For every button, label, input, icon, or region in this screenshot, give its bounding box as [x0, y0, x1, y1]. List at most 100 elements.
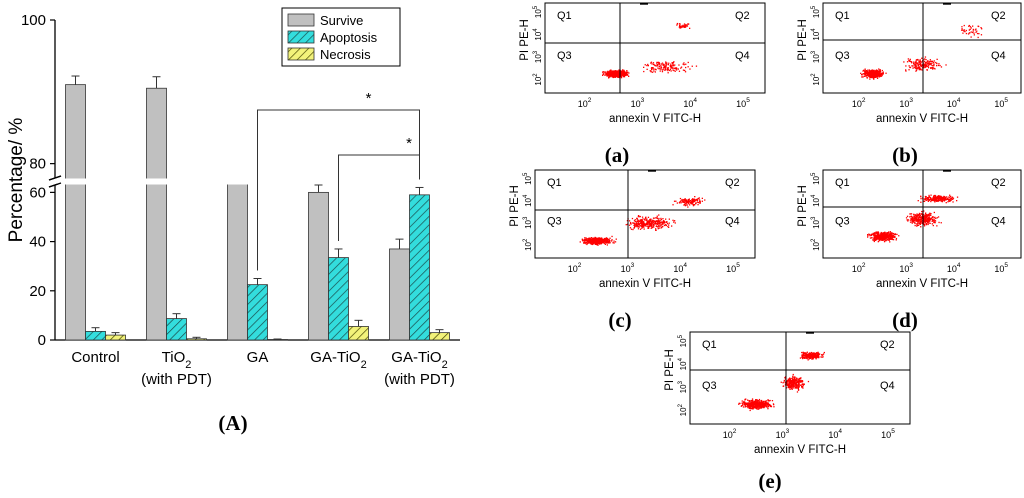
scatter-point	[790, 381, 792, 383]
scatter-point	[597, 242, 599, 244]
scatter-point	[903, 61, 905, 63]
scatter-point	[961, 28, 963, 30]
scatter-point	[797, 381, 799, 383]
scatter-point	[812, 356, 814, 358]
scatter-point	[675, 200, 677, 202]
scatter-point	[793, 385, 795, 387]
scatter-point	[932, 68, 934, 70]
scatter-point	[613, 240, 615, 242]
scatter-point	[615, 74, 617, 77]
scatter-point	[652, 223, 654, 225]
scatter-point	[938, 63, 940, 65]
x-tick-exponent: 4	[693, 97, 697, 104]
scatter-point	[744, 405, 747, 407]
scatter-point	[656, 223, 659, 225]
scatter-point	[798, 377, 801, 380]
quadrant-label-q2: Q2	[880, 339, 895, 351]
y-tick-label: 104	[678, 357, 688, 370]
scatter-point	[651, 227, 653, 229]
scatter-point	[623, 75, 625, 77]
scatter-point	[872, 72, 874, 74]
scatter-point	[686, 204, 688, 206]
scatter-point	[916, 220, 918, 222]
scatter-point	[877, 231, 879, 233]
scatter-point	[925, 65, 927, 67]
scatter-point	[947, 198, 949, 200]
scatter-point	[609, 240, 611, 242]
y-tick-label: 60	[29, 184, 46, 201]
scatter-point	[809, 355, 812, 357]
scatter-point	[873, 78, 875, 80]
scatter-point	[665, 65, 667, 67]
scatter-point	[679, 25, 681, 27]
scatter-point	[606, 241, 608, 243]
scatter-point	[605, 71, 607, 73]
scatter-point	[743, 400, 745, 403]
scatter-point	[646, 223, 648, 225]
scatter-point	[663, 222, 666, 224]
scatter-point	[978, 33, 980, 35]
scatter-point	[757, 406, 760, 408]
scatter-point	[784, 377, 786, 379]
scatter-point	[758, 407, 760, 410]
scatter-point	[661, 223, 663, 225]
scatter-point	[881, 74, 883, 76]
scatter-point	[877, 241, 879, 243]
scatter-point	[945, 197, 947, 199]
scatter-point	[923, 223, 925, 226]
scatter-point	[642, 223, 644, 225]
scatter-point	[751, 406, 753, 409]
scatter-point	[617, 73, 619, 75]
scatter-point	[914, 67, 916, 69]
scatter-point	[666, 67, 668, 70]
scatter-point	[909, 213, 911, 215]
scatter-point	[952, 198, 954, 200]
scatter-point	[672, 219, 674, 221]
scatter-point	[865, 72, 867, 74]
scatter-point	[607, 73, 609, 75]
scatter-point	[874, 71, 876, 73]
scatter-point	[594, 241, 596, 244]
scatter-point	[882, 232, 884, 234]
scatter-point	[622, 71, 624, 73]
scatter-point	[643, 66, 645, 68]
scatter-point	[948, 199, 950, 201]
scatter-point	[673, 61, 675, 63]
scatter-point	[952, 197, 955, 199]
scatter-point	[660, 65, 662, 67]
scatter-point	[968, 32, 970, 34]
y-tick-exponent: 4	[678, 357, 684, 361]
scatter-point	[814, 353, 816, 356]
axis-break-mark	[48, 182, 62, 188]
scatter-point	[767, 403, 770, 405]
scatter-point	[787, 385, 789, 387]
scatter-point	[654, 68, 656, 70]
scatter-point	[660, 63, 662, 65]
scatter-point	[606, 238, 608, 240]
scatter-point	[940, 222, 942, 224]
scatter-point	[970, 31, 972, 33]
scatter-point	[661, 71, 664, 73]
scatter-point	[931, 199, 933, 201]
y-tick-base: 10	[534, 9, 543, 18]
y-tick-exponent: 5	[678, 334, 684, 338]
scatter-point	[943, 196, 945, 198]
scatter-point	[914, 216, 916, 218]
scatter-point	[668, 218, 670, 220]
scatter-point	[701, 200, 703, 202]
scatter-point	[945, 198, 947, 200]
scatter-point	[935, 61, 937, 64]
scatter-point	[921, 222, 923, 224]
scatter-point	[907, 58, 909, 60]
y-tick-base: 10	[679, 407, 688, 416]
scatter-point	[942, 197, 944, 199]
scatter-point	[587, 238, 589, 240]
scatter-point	[621, 70, 624, 72]
quadrant-label-q2: Q2	[991, 10, 1006, 22]
scatter-point	[667, 68, 669, 71]
scatter-point	[584, 239, 586, 241]
scatter-point	[878, 235, 881, 237]
scatter-point	[626, 72, 628, 75]
scatter-point	[639, 215, 641, 218]
